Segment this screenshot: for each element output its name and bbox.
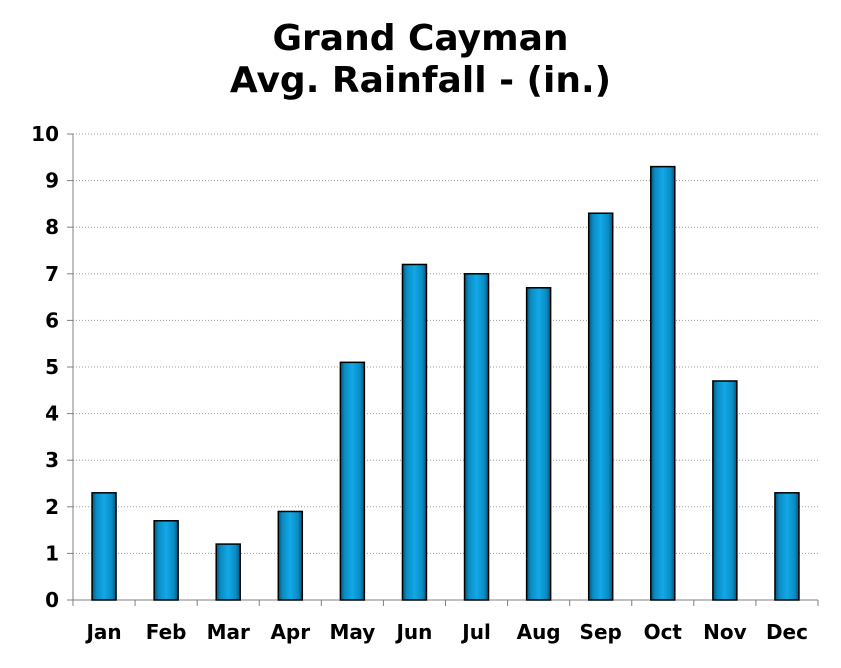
- bar-sep: [587, 212, 614, 601]
- y-tick-label: 7: [45, 262, 59, 286]
- y-tick-label: 4: [45, 402, 59, 426]
- x-tick-label: May: [329, 620, 375, 644]
- bar-feb: [153, 520, 179, 601]
- chart-title-line1: Grand Cayman: [272, 18, 569, 59]
- y-tick-label: 2: [45, 495, 59, 519]
- y-tick-label: 9: [45, 169, 59, 193]
- x-tick-label: Oct: [644, 620, 683, 644]
- x-tick-label: Mar: [207, 620, 250, 644]
- x-tick-label: Jan: [84, 620, 121, 644]
- bar-apr: [277, 510, 304, 601]
- y-tick-label: 3: [45, 448, 59, 472]
- x-tick-label: Apr: [270, 620, 310, 644]
- bar-may: [339, 361, 366, 601]
- bar-aug: [525, 287, 552, 601]
- x-tick-label: Nov: [703, 620, 747, 644]
- axes: [67, 133, 819, 606]
- x-tick-label: Dec: [766, 620, 808, 644]
- x-tick-label: Jun: [394, 620, 432, 644]
- bar-nov: [712, 380, 738, 601]
- y-tick-label: 5: [45, 355, 59, 379]
- bar-jul: [463, 273, 490, 601]
- chart-title-line2: Avg. Rainfall - (in.): [229, 60, 612, 101]
- x-tick-label: Feb: [146, 620, 187, 644]
- chart-title: Grand Cayman Avg. Rainfall - (in.): [0, 18, 841, 102]
- bar-mar: [215, 543, 241, 601]
- bars: [91, 165, 800, 601]
- x-tick-label: Jul: [460, 620, 491, 644]
- bar-jan: [91, 492, 117, 601]
- y-tick-labels: 0 1 2 3 4 5 6 7 8 9 10: [31, 122, 59, 612]
- bar-dec: [774, 492, 800, 601]
- x-tick-labels: Jan Feb Mar Apr May Jun Jul Aug Sep Oct Nov Dec: [84, 620, 808, 644]
- bar-jun: [401, 263, 428, 601]
- x-tick-label: Aug: [517, 620, 561, 644]
- y-tick-label: 1: [45, 541, 59, 565]
- y-tick-label: 8: [45, 215, 59, 239]
- y-tick-label: 0: [45, 588, 59, 612]
- bar-oct: [650, 165, 676, 601]
- x-tick-label: Sep: [580, 620, 622, 644]
- y-tick-label: 6: [45, 308, 59, 332]
- gridlines: [73, 133, 818, 554]
- y-tick-label: 10: [31, 122, 59, 146]
